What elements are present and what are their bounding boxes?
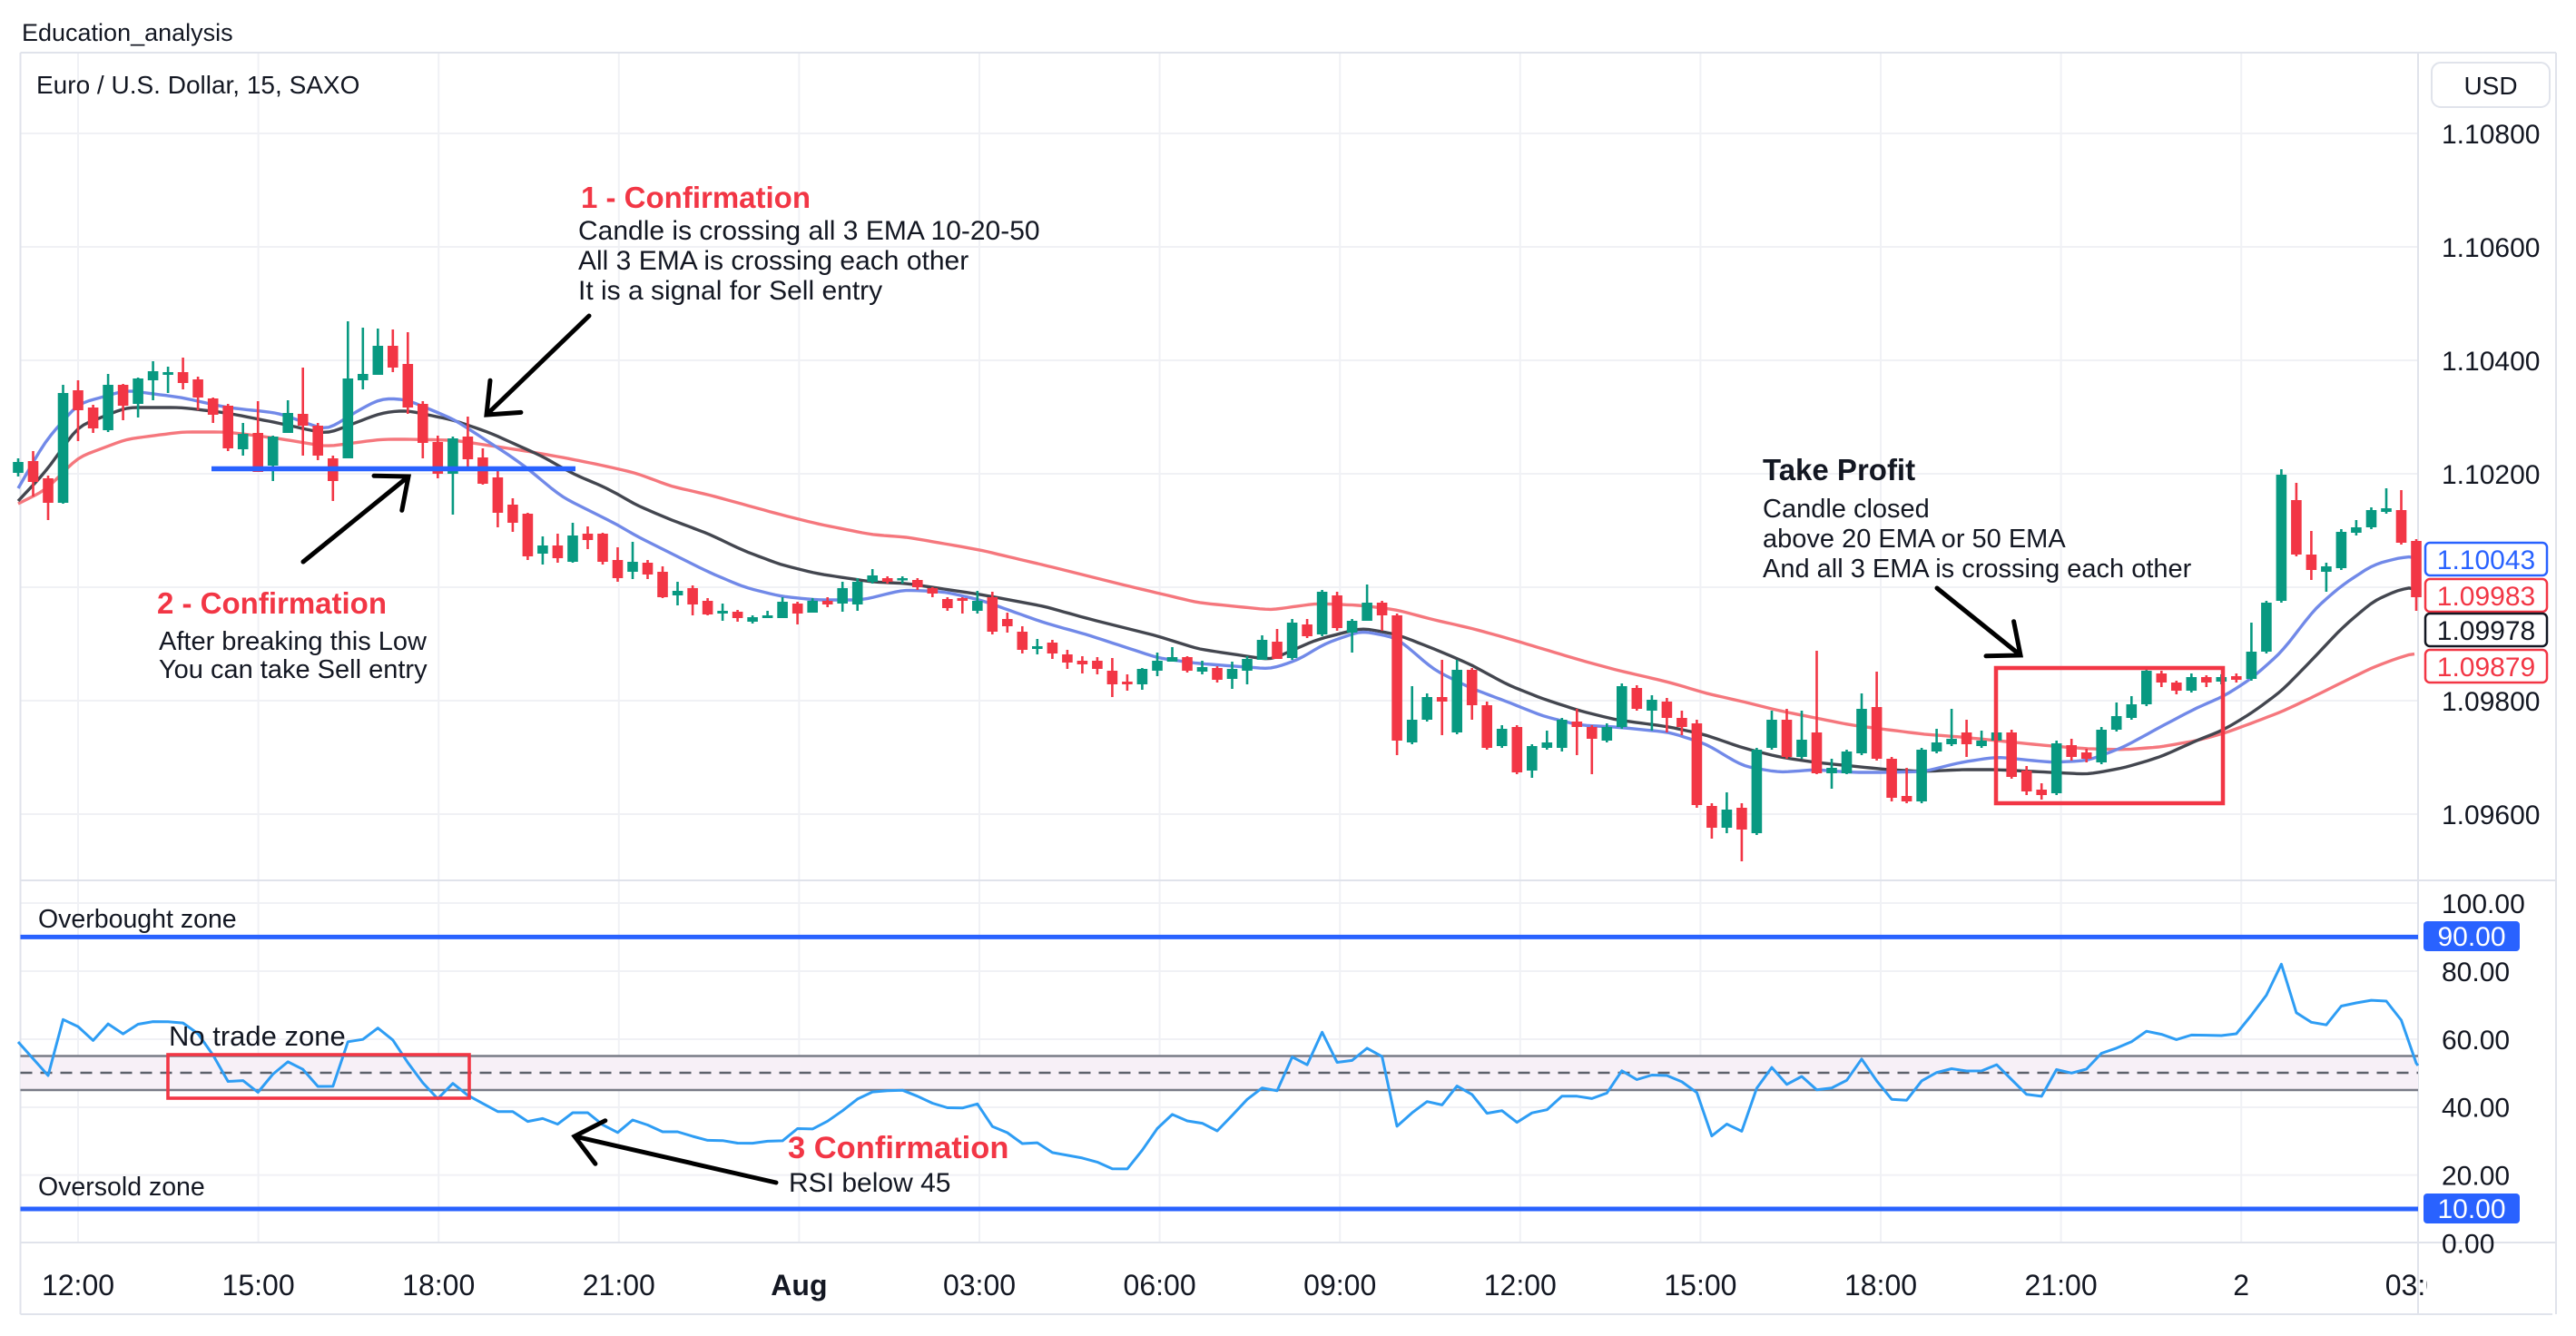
svg-text:2: 2 bbox=[2233, 1269, 2249, 1302]
svg-text:1.10400: 1.10400 bbox=[2442, 347, 2540, 377]
svg-text:80.00: 80.00 bbox=[2442, 958, 2510, 987]
svg-text:1.10200: 1.10200 bbox=[2442, 460, 2540, 490]
svg-text:Oversold zone: Oversold zone bbox=[38, 1173, 205, 1202]
svg-text:18:00: 18:00 bbox=[402, 1269, 475, 1302]
svg-text:above 20 EMA or 50 EMA: above 20 EMA or 50 EMA bbox=[1763, 525, 2066, 554]
svg-text:15:00: 15:00 bbox=[222, 1269, 295, 1302]
svg-text:1.09600: 1.09600 bbox=[2442, 801, 2540, 830]
svg-text:1.09978: 1.09978 bbox=[2437, 616, 2535, 646]
svg-text:09:00: 09:00 bbox=[1303, 1269, 1376, 1302]
svg-text:06:00: 06:00 bbox=[1124, 1269, 1196, 1302]
svg-text:2 - Confirmation: 2 - Confirmation bbox=[157, 586, 387, 620]
svg-text:1.09879: 1.09879 bbox=[2437, 653, 2535, 683]
svg-text:21:00: 21:00 bbox=[2025, 1269, 2098, 1302]
svg-text:USD: USD bbox=[2463, 72, 2517, 100]
svg-text:20.00: 20.00 bbox=[2442, 1162, 2510, 1192]
svg-text:12:00: 12:00 bbox=[1484, 1269, 1557, 1302]
svg-text:Overbought zone: Overbought zone bbox=[38, 905, 237, 934]
svg-text:18:00: 18:00 bbox=[1844, 1269, 1917, 1302]
svg-text:3 Confirmation: 3 Confirmation bbox=[788, 1131, 1008, 1165]
svg-text:It is a signal for Sell entry: It is a signal for Sell entry bbox=[578, 276, 882, 306]
svg-text:1 - Confirmation: 1 - Confirmation bbox=[581, 181, 811, 214]
svg-text:21:00: 21:00 bbox=[583, 1269, 655, 1302]
svg-text:All 3 EMA is crossing each oth: All 3 EMA is crossing each other bbox=[578, 246, 968, 276]
svg-text:No trade zone: No trade zone bbox=[169, 1020, 346, 1052]
svg-text:100.00: 100.00 bbox=[2442, 889, 2525, 919]
svg-text:1.10043: 1.10043 bbox=[2437, 545, 2535, 575]
svg-text:03:00: 03:00 bbox=[2385, 1269, 2458, 1302]
svg-text:0.00: 0.00 bbox=[2442, 1230, 2494, 1260]
svg-text:Aug: Aug bbox=[771, 1269, 827, 1302]
svg-text:Candle closed: Candle closed bbox=[1763, 495, 1930, 524]
svg-text:10.00: 10.00 bbox=[2437, 1194, 2505, 1224]
svg-text:Candle is crossing all 3 EMA 1: Candle is crossing all 3 EMA 10-20-50 bbox=[578, 216, 1040, 246]
svg-text:And all 3 EMA is crossing each: And all 3 EMA is crossing each other bbox=[1763, 555, 2192, 584]
svg-text:1.09800: 1.09800 bbox=[2442, 687, 2540, 717]
svg-text:Euro / U.S. Dollar, 15, SAXO: Euro / U.S. Dollar, 15, SAXO bbox=[36, 71, 359, 99]
svg-text:Take Profit: Take Profit bbox=[1763, 453, 1915, 486]
svg-text:1.10800: 1.10800 bbox=[2442, 120, 2540, 150]
svg-text:90.00: 90.00 bbox=[2437, 922, 2505, 952]
svg-text:15:00: 15:00 bbox=[1664, 1269, 1736, 1302]
svg-text:12:00: 12:00 bbox=[42, 1269, 114, 1302]
svg-text:You can take Sell entry: You can take Sell entry bbox=[159, 655, 428, 684]
svg-text:40.00: 40.00 bbox=[2442, 1094, 2510, 1124]
svg-text:After breaking this Low: After breaking this Low bbox=[159, 627, 428, 656]
svg-text:1.09983: 1.09983 bbox=[2437, 582, 2535, 612]
svg-text:60.00: 60.00 bbox=[2442, 1026, 2510, 1056]
svg-text:Education_analysis: Education_analysis bbox=[22, 19, 233, 46]
svg-text:RSI below 45: RSI below 45 bbox=[789, 1168, 950, 1198]
svg-text:03:00: 03:00 bbox=[943, 1269, 1016, 1302]
svg-text:1.10600: 1.10600 bbox=[2442, 233, 2540, 263]
